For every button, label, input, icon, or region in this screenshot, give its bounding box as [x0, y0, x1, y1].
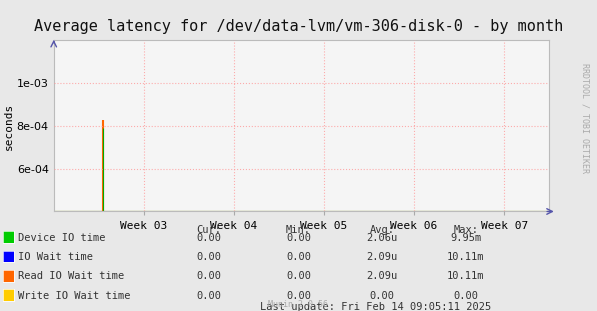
Text: 10.11m: 10.11m — [447, 272, 484, 281]
Text: 0.00: 0.00 — [196, 291, 221, 301]
Y-axis label: seconds: seconds — [4, 102, 14, 150]
Text: Average latency for /dev/data-lvm/vm-306-disk-0 - by month: Average latency for /dev/data-lvm/vm-306… — [34, 19, 563, 34]
Text: Avg:: Avg: — [370, 225, 395, 235]
Text: 0.00: 0.00 — [196, 272, 221, 281]
Text: 0.00: 0.00 — [286, 272, 311, 281]
Text: 0.00: 0.00 — [453, 291, 478, 301]
Text: Munin 2.0.56: Munin 2.0.56 — [269, 299, 328, 309]
Text: Read IO Wait time: Read IO Wait time — [18, 272, 124, 281]
Text: 0.00: 0.00 — [370, 291, 395, 301]
Text: IO Wait time: IO Wait time — [18, 252, 93, 262]
Text: 0.00: 0.00 — [196, 252, 221, 262]
Text: 0.00: 0.00 — [286, 291, 311, 301]
Text: 2.09u: 2.09u — [367, 272, 398, 281]
Text: 2.09u: 2.09u — [367, 252, 398, 262]
Text: Device IO time: Device IO time — [18, 233, 106, 243]
Text: 2.06u: 2.06u — [367, 233, 398, 243]
Text: Min:: Min: — [286, 225, 311, 235]
Text: RRDTOOL / TOBI OETIKER: RRDTOOL / TOBI OETIKER — [581, 63, 590, 173]
Text: Write IO Wait time: Write IO Wait time — [18, 291, 130, 301]
Text: Max:: Max: — [453, 225, 478, 235]
Text: 0.00: 0.00 — [286, 233, 311, 243]
Text: 9.95m: 9.95m — [450, 233, 481, 243]
Text: 10.11m: 10.11m — [447, 252, 484, 262]
Text: Last update: Fri Feb 14 09:05:11 2025: Last update: Fri Feb 14 09:05:11 2025 — [260, 302, 492, 311]
Text: 0.00: 0.00 — [196, 233, 221, 243]
Text: 0.00: 0.00 — [286, 252, 311, 262]
Text: Cur:: Cur: — [196, 225, 221, 235]
